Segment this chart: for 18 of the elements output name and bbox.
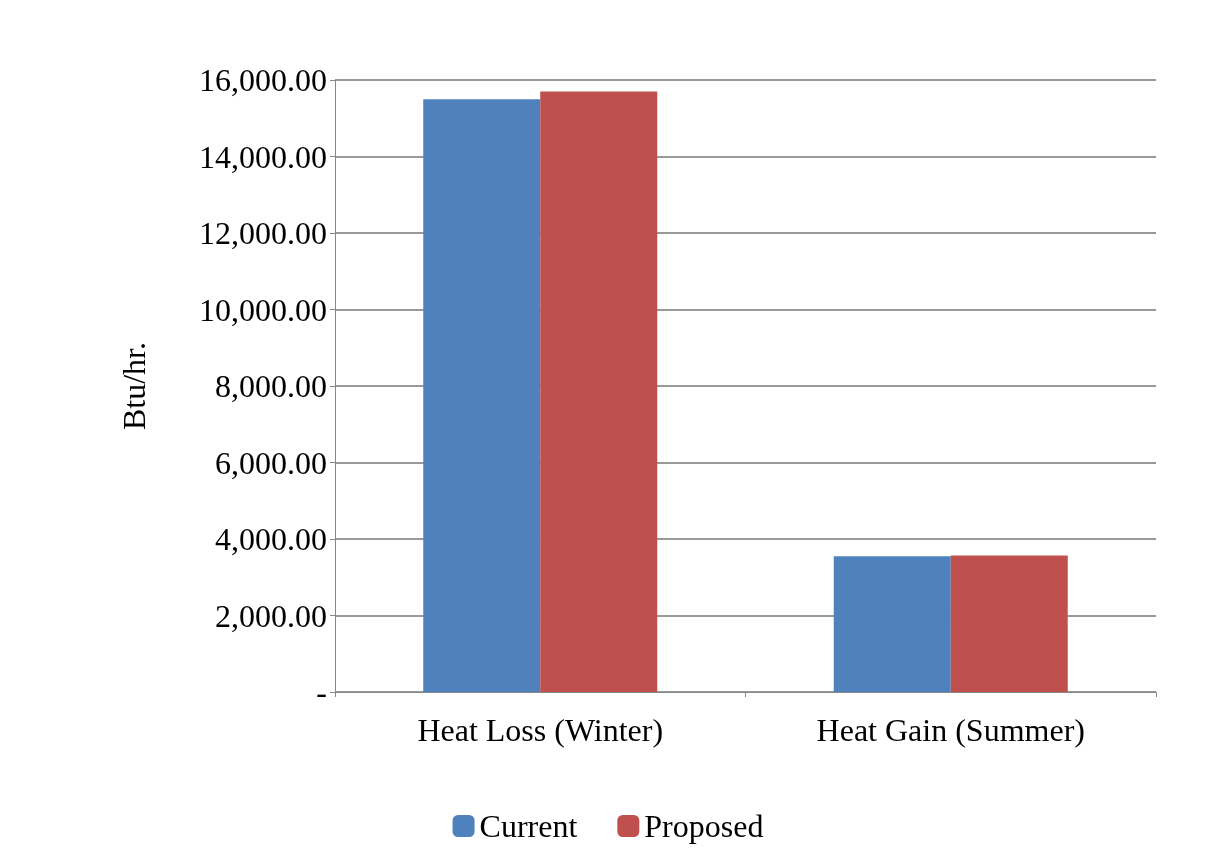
y-tick-label: 8,000.00	[215, 368, 327, 404]
y-axis-title: Btu/hr.	[116, 341, 152, 431]
y-tick-label: 6,000.00	[215, 444, 327, 481]
legend-label: Proposed	[644, 808, 764, 844]
bar	[423, 99, 541, 692]
y-tick-label: 12,000.00	[199, 215, 327, 251]
bar	[833, 556, 951, 692]
x-tick-label: Heat Loss (Winter)	[417, 712, 664, 748]
y-tick-label: 2,000.00	[215, 597, 327, 634]
y-tick-label: -	[316, 674, 327, 710]
y-tick-label: 10,000.00	[199, 291, 327, 328]
bar	[540, 91, 658, 692]
y-tick-label: 4,000.00	[215, 521, 327, 557]
x-tick-label: Heat Gain (Summer)	[816, 712, 1085, 748]
bar	[950, 555, 1068, 692]
legend-label: Current	[479, 808, 578, 844]
y-tick-label: 16,000.00	[199, 62, 327, 98]
y-tick-label: 14,000.00	[199, 138, 327, 175]
